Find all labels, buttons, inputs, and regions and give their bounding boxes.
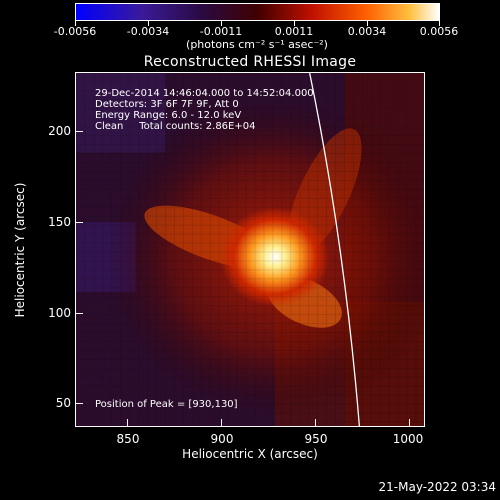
y-tick-label: 50 [55,396,71,410]
x-tick-label: 850 [116,432,140,446]
colorbar-units: (photons cm⁻² s⁻¹ asec⁻²) [186,38,328,51]
y-tick-label: 100 [48,306,71,320]
x-axis-label: Heliocentric X (arcsec) [182,447,318,461]
x-tick-label: 950 [304,432,328,446]
colorbar-tick-label: 0.0034 [347,25,387,38]
time-range-text: 29-Dec-2014 14:46:04.000 to 14:52:04.000 [95,88,314,99]
y-tick-label: 200 [48,124,71,138]
colorbar-tick-label: 0.0056 [419,25,459,38]
x-tick-label: 900 [210,432,234,446]
colorbar-tick-label: -0.0011 [199,25,243,38]
date-stamp: 21-May-2022 03:34 [378,480,496,494]
image-title: Reconstructed RHESSI Image [143,54,357,70]
method-counts-text: Clean Total counts: 2.86E+04 [95,121,256,132]
detectors-text: Detectors: 3F 6F 7F 9F, Att 0 [95,99,239,110]
x-tick-label: 1000 [392,432,424,446]
y-tick-label: 150 [48,215,71,229]
rhessi-image [75,72,425,427]
colorbar-tick-label: 0.0011 [274,25,314,38]
colorbar-tick-label: -0.0056 [53,25,97,38]
colorbar-tick-label: -0.0034 [126,25,170,38]
colorbar [75,3,440,21]
peak-position-text: Position of Peak = [930,130] [95,399,238,410]
energy-range-text: Energy Range: 6.0 - 12.0 keV [95,110,242,121]
y-axis-label: Heliocentric Y (arcsec) [13,182,27,318]
